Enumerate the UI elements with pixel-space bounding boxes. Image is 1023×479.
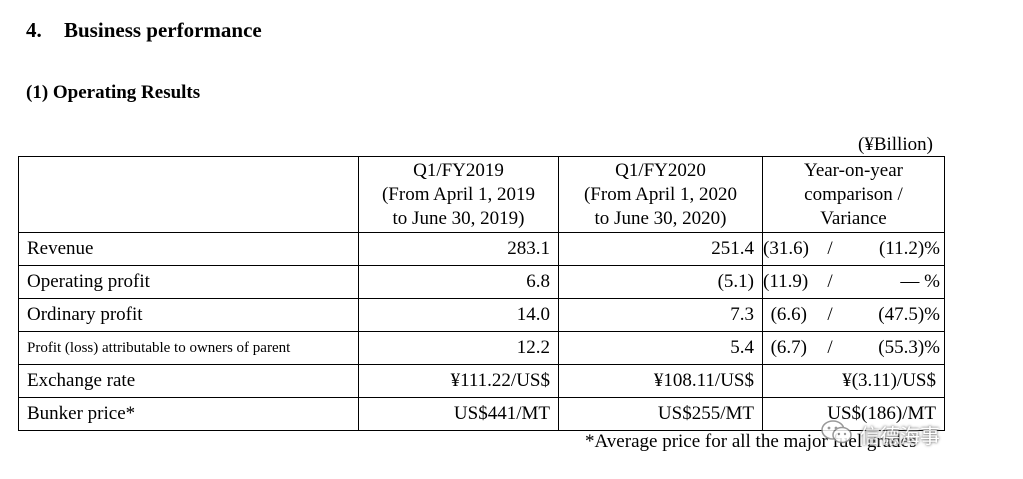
cell-variance: (31.6) / (11.2)% [762, 232, 945, 266]
row-label: Ordinary profit [18, 298, 359, 332]
subsection-heading: (1) Operating Results [26, 82, 201, 103]
variance-percent: (11.2)% [878, 238, 940, 259]
variance-amount: (31.6) [763, 238, 809, 259]
unit-label: (¥Billion) [858, 134, 933, 155]
row-label: Bunker price* [18, 397, 359, 431]
cell-fy2019: 6.8 [358, 265, 559, 299]
header-cell-empty [18, 156, 359, 233]
table-row: Bunker price* US$441/MT US$255/MT US$(18… [18, 397, 945, 431]
cell-fy2019: 283.1 [358, 232, 559, 266]
table-row: Profit (loss) attributable to owners of … [18, 331, 945, 365]
section-heading: 4. Business performance [26, 18, 262, 43]
variance-separator: / [827, 337, 833, 358]
section-number: 4. [26, 18, 42, 42]
cell-variance: (6.6) / (47.5)% [762, 298, 945, 332]
variance-amount: (6.6) [770, 304, 807, 325]
cell-fy2020: 251.4 [558, 232, 763, 266]
variance-separator: / [827, 304, 833, 325]
row-label: Profit (loss) attributable to owners of … [18, 331, 359, 365]
cell-fy2019: ¥111.22/US$ [358, 364, 559, 398]
row-label: Exchange rate [18, 364, 359, 398]
variance-amount: (11.9) [763, 271, 809, 292]
header-q1-fy2020: Q1/FY2020 (From April 1, 2020 to June 30… [558, 156, 763, 233]
cell-fy2019: 12.2 [358, 331, 559, 365]
section-title: Business performance [64, 18, 262, 42]
table-row: Operating profit 6.8 (5.1) (11.9) / — % [18, 265, 945, 299]
wechat-icon [820, 418, 854, 451]
cell-variance: (11.9) / — % [762, 265, 945, 299]
watermark-text: 信德海事 [860, 424, 940, 448]
variance-amount: (6.7) [770, 337, 807, 358]
variance-separator: / [827, 238, 833, 259]
operating-results-table: Q1/FY2019 (From April 1, 2019 to June 30… [18, 156, 945, 431]
watermark: 信德海事 [820, 418, 940, 451]
table-header-row: Q1/FY2019 (From April 1, 2019 to June 30… [18, 156, 945, 233]
variance-percent: — % [900, 271, 940, 292]
table-row: Ordinary profit 14.0 7.3 (6.6) / (47.5)% [18, 298, 945, 332]
cell-fy2020: ¥108.11/US$ [558, 364, 763, 398]
cell-fy2020: (5.1) [558, 265, 763, 299]
cell-fy2020: 5.4 [558, 331, 763, 365]
cell-variance: US$(186)/MT [762, 397, 945, 431]
table-row: Revenue 283.1 251.4 (31.6) / (11.2)% [18, 232, 945, 266]
variance-percent: (47.5)% [878, 304, 940, 325]
cell-fy2020: US$255/MT [558, 397, 763, 431]
cell-variance: (6.7) / (55.3)% [762, 331, 945, 365]
row-label: Revenue [18, 232, 359, 266]
row-label: Operating profit [18, 265, 359, 299]
variance-separator: / [827, 271, 833, 292]
header-q1-fy2019: Q1/FY2019 (From April 1, 2019 to June 30… [358, 156, 559, 233]
cell-variance: ¥(3.11)/US$ [762, 364, 945, 398]
cell-fy2019: US$441/MT [358, 397, 559, 431]
header-variance: Year-on-year comparison / Variance [762, 156, 945, 233]
cell-fy2019: 14.0 [358, 298, 559, 332]
cell-fy2020: 7.3 [558, 298, 763, 332]
variance-percent: (55.3)% [878, 337, 940, 358]
table-row: Exchange rate ¥111.22/US$ ¥108.11/US$ ¥(… [18, 364, 945, 398]
